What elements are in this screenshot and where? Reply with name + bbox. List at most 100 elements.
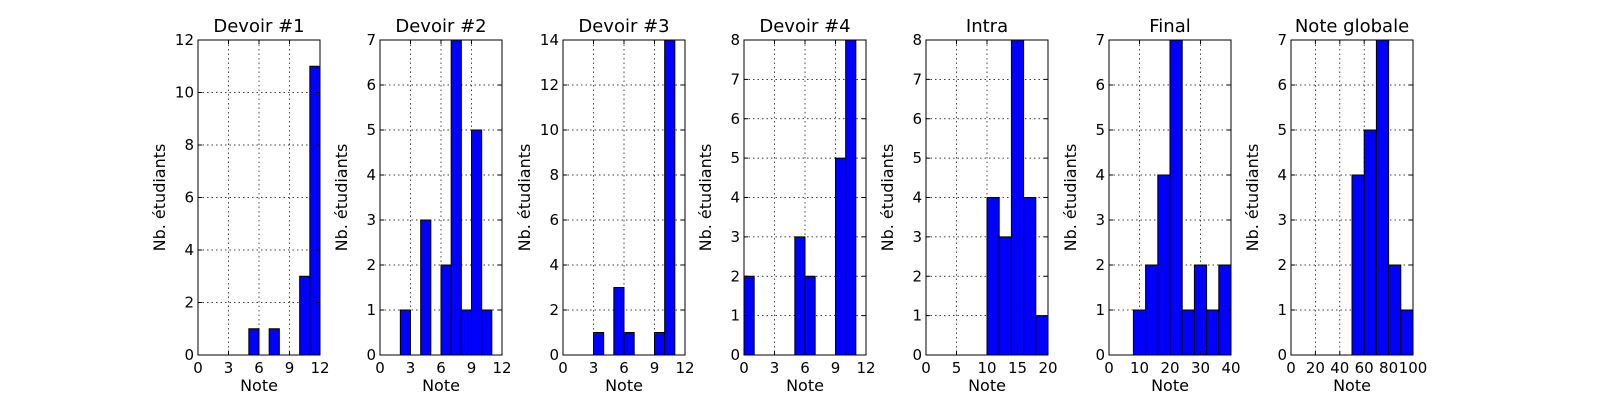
x-tick-label: 6 bbox=[254, 359, 264, 377]
histogram-bar bbox=[420, 219, 432, 356]
y-tick-label: 2 bbox=[1095, 256, 1105, 274]
y-tick-label: 6 bbox=[184, 189, 194, 207]
x-tick-label: 3 bbox=[589, 359, 599, 377]
histogram-bar bbox=[1169, 39, 1183, 356]
y-tick-label: 6 bbox=[1277, 76, 1287, 94]
x-tick-label: 30 bbox=[1191, 359, 1210, 377]
x-tick-label: 12 bbox=[492, 359, 511, 377]
y-axis-label: Nb. étudiants bbox=[332, 144, 351, 252]
y-tick-label: 3 bbox=[366, 211, 376, 229]
y-axis-label: Nb. étudiants bbox=[1061, 144, 1080, 252]
y-axis-label: Nb. étudiants bbox=[1243, 144, 1262, 252]
y-tick-label: 7 bbox=[1095, 31, 1105, 49]
x-axis-label: Note bbox=[422, 376, 460, 395]
x-tick-label: 80 bbox=[1379, 359, 1398, 377]
y-tick-label: 2 bbox=[184, 294, 194, 312]
histogram-bar bbox=[1132, 309, 1147, 356]
histogram-bar bbox=[299, 275, 311, 356]
y-tick-label: 0 bbox=[549, 346, 559, 364]
histogram-bar bbox=[1351, 174, 1365, 356]
x-axis-label: Note bbox=[240, 376, 278, 395]
y-tick-label: 8 bbox=[549, 166, 559, 184]
histogram-bar bbox=[613, 287, 625, 356]
y-tick-label: 7 bbox=[366, 31, 376, 49]
y-tick-label: 14 bbox=[540, 31, 559, 49]
x-tick-label: 20 bbox=[1160, 359, 1179, 377]
subplot-5: 0 5 10 15 20 0 1 2 3 4 5 6 7 8 Intra Note Nb. étudiants bbox=[878, 16, 1058, 395]
x-axis-label: Note bbox=[786, 376, 824, 395]
histogram-bar bbox=[998, 236, 1012, 356]
x-axis-label: Note bbox=[1151, 376, 1189, 395]
x-tick-label: 12 bbox=[856, 359, 875, 377]
y-tick-label: 4 bbox=[912, 189, 922, 207]
y-tick-label: 12 bbox=[175, 31, 194, 49]
x-tick-label: 9 bbox=[285, 359, 295, 377]
x-tick-label: 9 bbox=[831, 359, 841, 377]
y-tick-label: 1 bbox=[366, 301, 376, 319]
y-tick-label: 3 bbox=[730, 228, 740, 246]
y-tick-label: 8 bbox=[912, 31, 922, 49]
x-tick-label: 0 bbox=[558, 359, 568, 377]
x-tick-label: 0 bbox=[193, 359, 203, 377]
x-tick-label: 0 bbox=[1104, 359, 1114, 377]
histogram-bar bbox=[1181, 309, 1195, 356]
histogram-bar bbox=[309, 65, 321, 356]
histogram-bar bbox=[1035, 315, 1049, 356]
y-tick-label: 1 bbox=[730, 307, 740, 325]
x-axis-label: Note bbox=[605, 376, 643, 395]
x-tick-label: 3 bbox=[770, 359, 780, 377]
x-tick-label: 100 bbox=[1399, 359, 1428, 377]
y-axis-label: Nb. étudiants bbox=[515, 144, 534, 252]
subplot-1: 0 3 6 9 12 0 2 4 6 8 10 12 Devoir #1 Note Nb. étudiant… bbox=[150, 16, 330, 395]
subplot-title: Devoir #4 bbox=[759, 16, 850, 37]
y-tick-label: 2 bbox=[1277, 256, 1287, 274]
y-tick-label: 3 bbox=[1095, 211, 1105, 229]
y-tick-label: 2 bbox=[730, 267, 740, 285]
histogram-bar bbox=[1145, 264, 1159, 356]
y-tick-label: 5 bbox=[1095, 121, 1105, 139]
histogram-bar bbox=[986, 197, 1000, 356]
histogram-bar bbox=[835, 157, 847, 356]
y-tick-label: 7 bbox=[1277, 31, 1287, 49]
histogram-bar bbox=[804, 275, 816, 356]
x-tick-label: 3 bbox=[406, 359, 416, 377]
y-tick-label: 0 bbox=[1095, 346, 1105, 364]
x-tick-label: 10 bbox=[977, 359, 996, 377]
y-tick-label: 4 bbox=[366, 166, 376, 184]
y-axis-label: Nb. étudiants bbox=[878, 144, 897, 252]
subplot-title: Intra bbox=[966, 16, 1008, 37]
histogram-bar bbox=[623, 332, 635, 356]
y-axis-label: Nb. étudiants bbox=[150, 144, 169, 252]
y-tick-label: 6 bbox=[1095, 76, 1105, 94]
y-tick-label: 5 bbox=[912, 149, 922, 167]
histogram-bar bbox=[399, 309, 412, 356]
x-tick-label: 6 bbox=[800, 359, 810, 377]
y-tick-label: 1 bbox=[1277, 301, 1287, 319]
y-tick-label: 5 bbox=[730, 149, 740, 167]
x-tick-label: 20 bbox=[1038, 359, 1057, 377]
y-tick-label: 0 bbox=[912, 346, 922, 364]
y-tick-label: 0 bbox=[184, 346, 194, 364]
subplot-6: 0 10 20 30 40 0 1 2 3 4 5 6 7 Final Note Nb. étudiants bbox=[1061, 16, 1241, 395]
histogram-bar bbox=[664, 39, 676, 356]
y-tick-label: 6 bbox=[730, 110, 740, 128]
histogram-bar bbox=[1193, 264, 1208, 356]
subplot-title: Note globale bbox=[1295, 16, 1409, 37]
subplot-title: Devoir #3 bbox=[578, 16, 669, 37]
x-tick-label: 60 bbox=[1355, 359, 1374, 377]
histogram-bar bbox=[845, 39, 857, 356]
histogram-bar bbox=[1400, 309, 1414, 356]
subplot-7: 0 20 40 60 80 100 0 1 2 3 4 5 6 7 Note globale Note Nb. … bbox=[1243, 16, 1427, 395]
x-tick-label: 6 bbox=[619, 359, 629, 377]
histogram-bar bbox=[654, 332, 666, 356]
histogram-bar bbox=[794, 236, 806, 356]
y-tick-label: 1 bbox=[912, 307, 922, 325]
histogram-bar bbox=[1010, 39, 1025, 356]
y-tick-label: 2 bbox=[549, 301, 559, 319]
subplot-title: Devoir #2 bbox=[395, 16, 486, 37]
histogram-bar bbox=[268, 328, 280, 356]
x-tick-label: 15 bbox=[1008, 359, 1027, 377]
histogram-bar bbox=[481, 309, 493, 356]
